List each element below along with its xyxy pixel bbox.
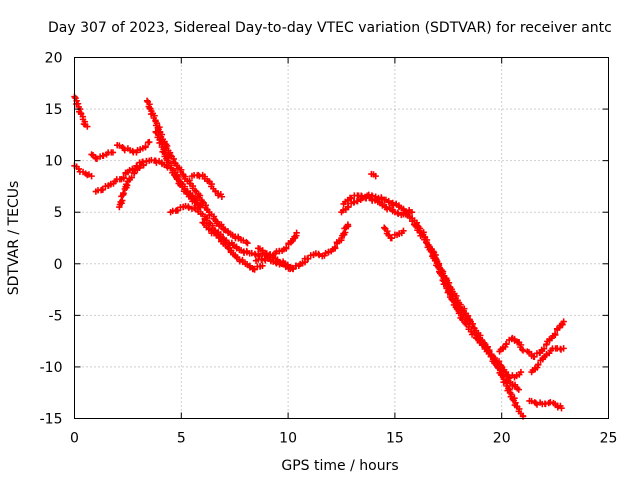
x-tick-label: 10 [279, 431, 297, 447]
series-arc-24 [524, 318, 567, 360]
chart-title: Day 307 of 2023, Sidereal Day-to-day VTE… [48, 20, 612, 36]
y-tick-label: 0 [54, 257, 63, 273]
data-point [372, 172, 379, 180]
data-point [410, 221, 418, 228]
data-point [289, 264, 296, 272]
y-tick-labels: -15 -10 -5 0 5 10 15 20 [40, 51, 63, 428]
x-tick-label: 0 [70, 431, 79, 447]
data-point [344, 221, 352, 228]
data-point [503, 340, 510, 348]
series-arc-25 [528, 345, 567, 376]
data-point [142, 143, 149, 150]
series-arc-26 [526, 397, 565, 412]
data-point [547, 398, 554, 406]
data-point [535, 361, 542, 368]
data-point [146, 138, 153, 146]
series-arc-11 [199, 219, 266, 273]
data-point [293, 229, 300, 237]
data-point [560, 318, 567, 325]
data-point [462, 320, 469, 327]
series-arc-1 [71, 93, 91, 130]
data-point [88, 172, 95, 180]
series-arc-16 [368, 170, 379, 180]
data-point [259, 262, 266, 270]
x-axis-label: GPS time / hours [281, 458, 398, 474]
data-point [515, 386, 522, 393]
data-point [244, 239, 251, 247]
x-tick-label: 15 [386, 431, 404, 447]
data-point [128, 174, 135, 181]
x-tick-label: 20 [493, 431, 511, 447]
data-point [466, 317, 473, 324]
y-tick-label: -15 [40, 412, 63, 428]
data-point [540, 345, 548, 352]
data-point [84, 123, 91, 130]
data-points [71, 93, 567, 420]
data-point [528, 397, 535, 405]
data-point [109, 149, 117, 156]
plot-frame [74, 57, 609, 419]
y-axis-label: SDTVAR / TECUs [6, 181, 22, 296]
data-point [120, 174, 127, 181]
x-tick-labels: 0 5 10 15 20 25 [70, 431, 617, 447]
x-tick-label: 25 [600, 431, 618, 447]
axis-ticks [74, 57, 609, 419]
series-arc-15 [340, 191, 414, 216]
series-arc-12 [252, 221, 352, 273]
data-point [282, 244, 290, 251]
data-point [191, 187, 199, 194]
series-arc-21 [466, 317, 525, 381]
data-point [388, 234, 395, 242]
data-point [174, 207, 181, 214]
data-point [304, 255, 312, 262]
data-point [152, 128, 159, 135]
y-tick-label: 5 [54, 205, 63, 221]
series-arc-22 [472, 334, 522, 393]
data-point [542, 400, 549, 408]
data-point [560, 345, 567, 352]
series-arc-3 [88, 149, 117, 162]
data-point [197, 201, 204, 209]
data-point [519, 346, 526, 353]
data-point [381, 224, 388, 231]
data-point [99, 186, 107, 193]
gridlines [74, 57, 609, 419]
y-tick-label: 10 [45, 154, 63, 170]
data-point [345, 203, 352, 211]
series-arc-13 [254, 245, 296, 272]
data-point [517, 368, 525, 376]
series-arc-4 [92, 158, 147, 195]
y-tick-label: -10 [40, 360, 63, 376]
series-arc-7 [143, 97, 251, 247]
data-point [120, 189, 127, 197]
data-point [243, 238, 250, 246]
series-arc-5 [114, 138, 153, 156]
data-point [365, 191, 372, 198]
y-tick-label: 15 [45, 102, 63, 118]
series-arc-23 [496, 334, 527, 355]
x-tick-label: 5 [177, 431, 186, 447]
data-point [248, 249, 255, 257]
data-point [551, 330, 559, 338]
series-arc-10 [188, 171, 226, 200]
series-arc-8 [152, 128, 204, 209]
data-point [331, 244, 339, 251]
data-point [100, 152, 107, 159]
data-point [119, 197, 126, 204]
data-point [400, 227, 407, 234]
data-point [354, 197, 361, 205]
data-point [218, 193, 226, 200]
y-tick-label: 20 [45, 51, 63, 67]
data-point [558, 404, 565, 412]
data-point [531, 353, 538, 360]
y-tick-label: -5 [49, 308, 63, 324]
data-point [140, 161, 147, 169]
data-point [519, 347, 527, 354]
data-point [178, 180, 185, 187]
series-arc-17 [381, 224, 407, 242]
